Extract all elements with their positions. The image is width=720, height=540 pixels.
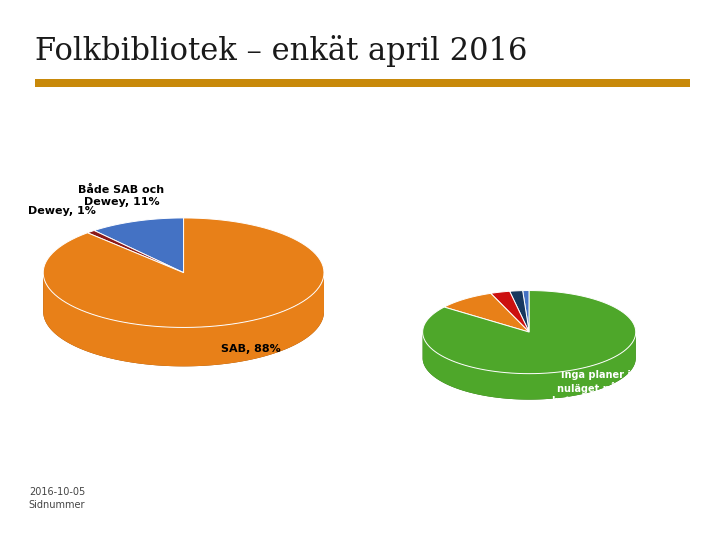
Polygon shape (94, 218, 184, 273)
Polygon shape (43, 273, 324, 366)
Polygon shape (88, 231, 184, 273)
Polygon shape (423, 332, 636, 400)
Text: 2017; 3%: 2017; 3% (463, 261, 513, 271)
Polygon shape (43, 273, 324, 366)
Text: Både SAB och
Dewey, 11%: Både SAB och Dewey, 11% (78, 185, 164, 207)
Bar (35, 79, 690, 87)
Polygon shape (423, 333, 636, 400)
Polygon shape (523, 291, 529, 332)
Text: Inga planer i
nuläget på att
byta till Dewey;
87%: Inga planer i nuläget på att byta till D… (552, 370, 639, 417)
Text: SAB, 88%: SAB, 88% (221, 344, 281, 354)
Text: 2016; 9%: 2016; 9% (413, 272, 464, 282)
Text: 2018; 2%: 2018; 2% (485, 259, 536, 269)
Polygon shape (423, 291, 636, 374)
Text: 2016-10-05
Sidnummer: 2016-10-05 Sidnummer (29, 487, 85, 510)
Polygon shape (510, 291, 529, 332)
Text: Folkbibliotek – enkät april 2016: Folkbibliotek – enkät april 2016 (35, 35, 527, 67)
Polygon shape (444, 293, 529, 332)
Polygon shape (491, 291, 529, 332)
Text: Dewey, 1%: Dewey, 1% (28, 206, 96, 217)
Polygon shape (43, 218, 324, 327)
